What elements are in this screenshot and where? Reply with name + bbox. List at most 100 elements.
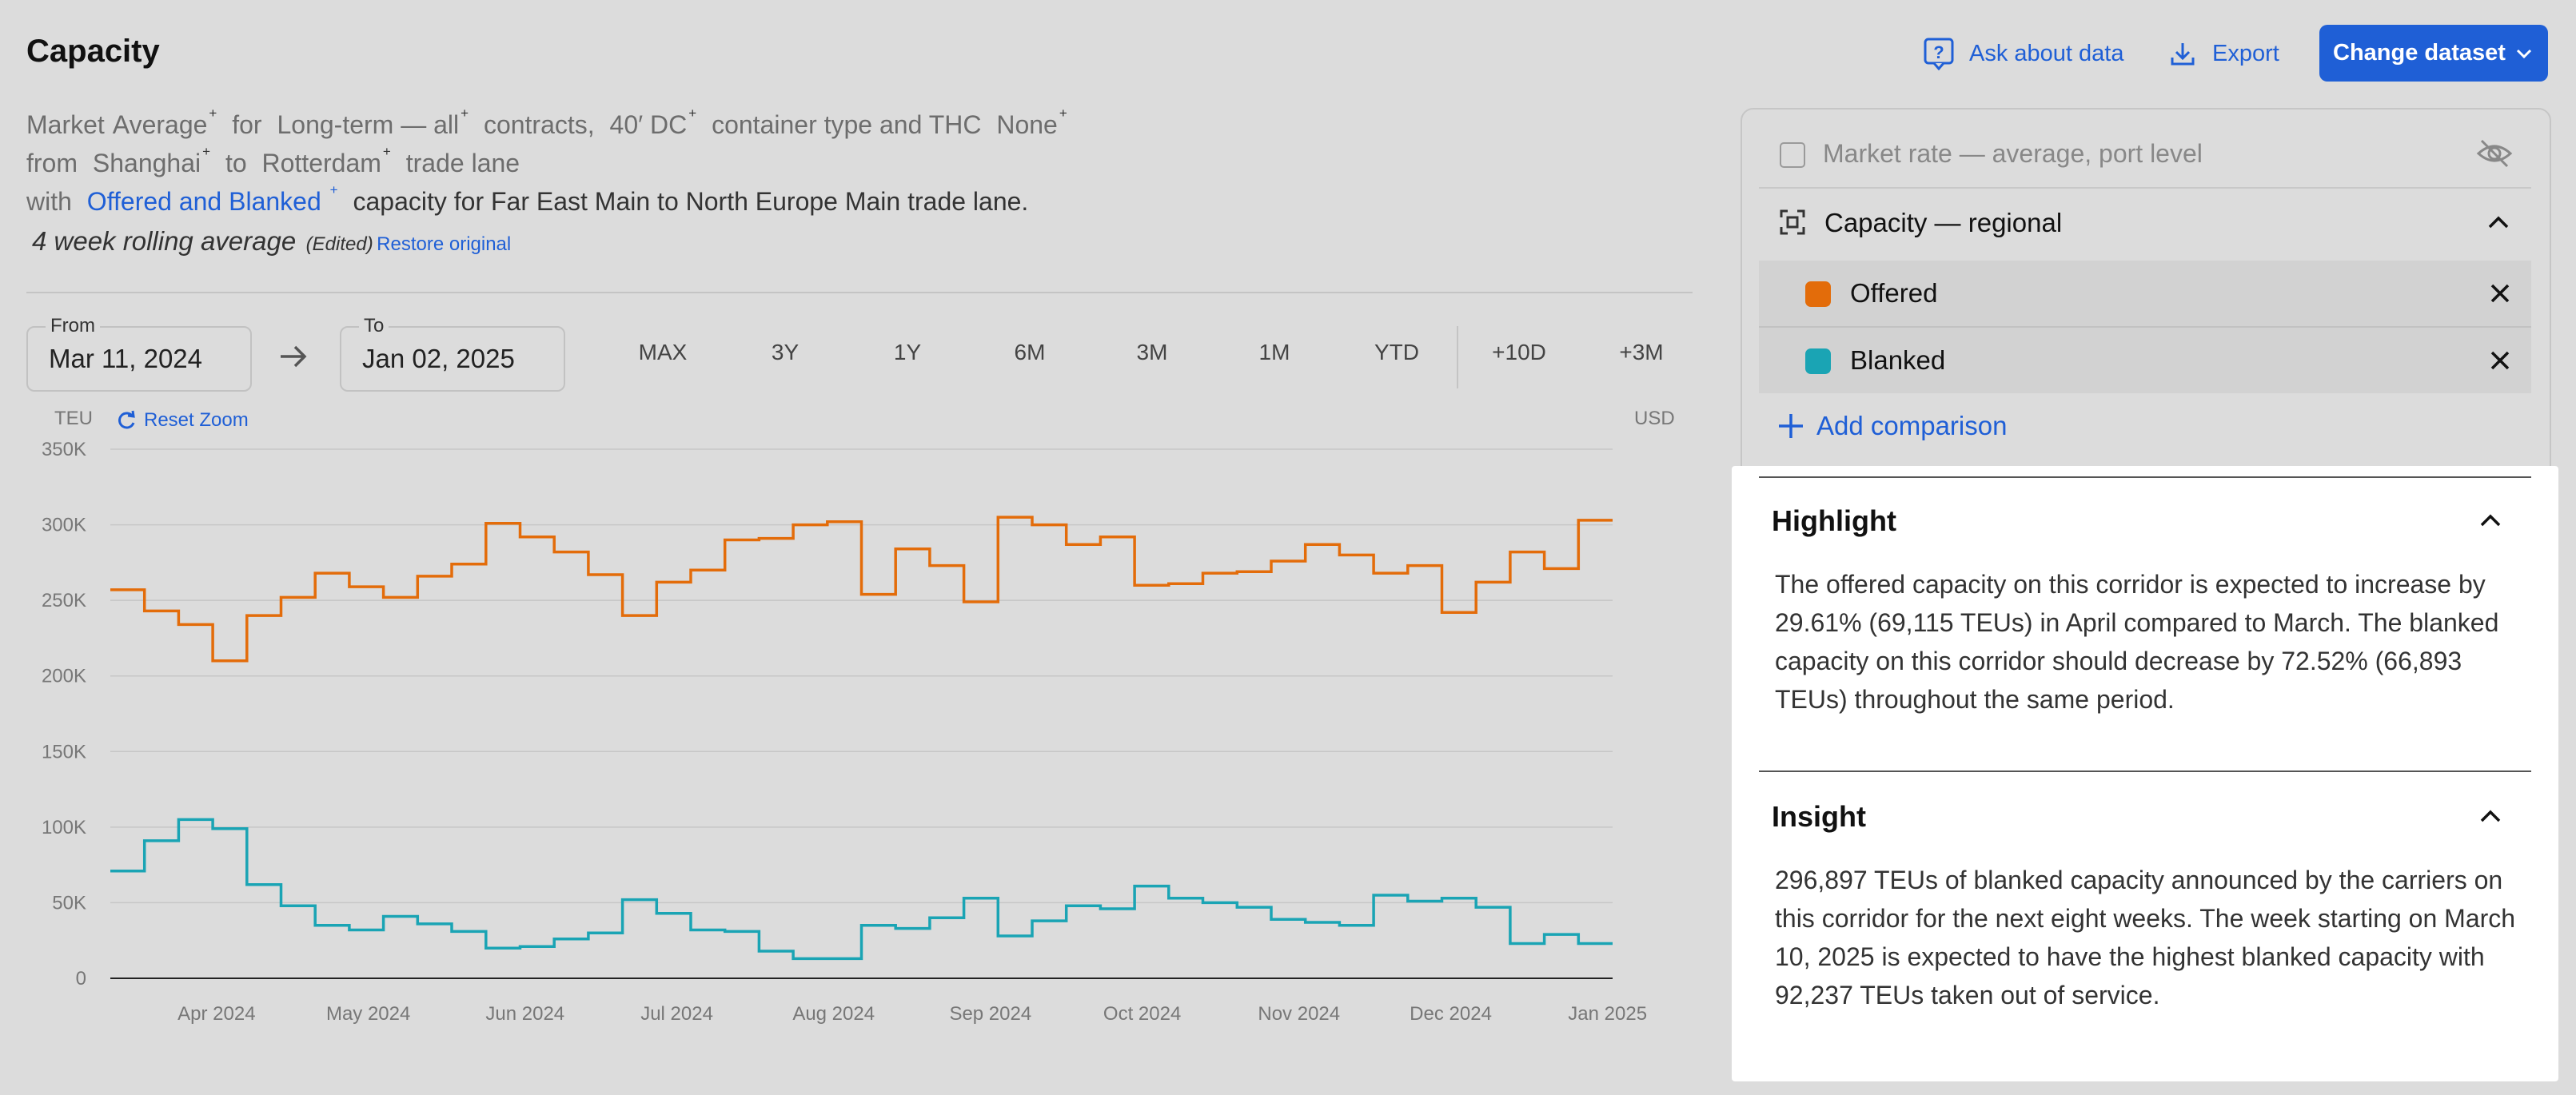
add-comparison-label: Add comparison (1816, 411, 2008, 440)
change-dataset-label: Change dataset (2333, 40, 2506, 66)
x-tick-label: Jul 2024 (640, 1003, 713, 1025)
range-separator (1457, 326, 1458, 388)
edited-label: (Edited) (305, 233, 373, 255)
reset-zoom-button[interactable]: Reset Zoom (115, 409, 249, 432)
insight-header[interactable]: Insight (1772, 800, 2531, 840)
chevron-down-icon (2514, 43, 2534, 64)
remove-blanked-icon[interactable] (2486, 347, 2514, 374)
from-date-caption: From (46, 315, 100, 337)
insight-divider (1759, 770, 2531, 772)
reset-zoom-label: Reset Zoom (144, 409, 249, 431)
x-tick-label: Nov 2024 (1258, 1003, 1340, 1025)
ask-about-data-button[interactable]: ? Ask about data (1923, 35, 2123, 72)
blanked-series-label: Blanked (1850, 345, 1946, 375)
y-tick-label: 350K (42, 439, 86, 460)
to-date-value: Jan 02, 2025 (362, 344, 515, 373)
range-1y-button[interactable]: 1Y (893, 340, 922, 364)
desc-capacity-rest: capacity for Far East Main to North Euro… (353, 187, 1029, 216)
change-dataset-button[interactable]: Change dataset (2319, 25, 2548, 82)
market-rate-label: Market rate — average, port level (1823, 139, 2203, 168)
divider (26, 292, 1693, 293)
x-tick-label: May 2024 (326, 1003, 410, 1025)
chevron-up-icon[interactable] (2477, 803, 2504, 830)
range-6m-button[interactable]: 6M (1014, 340, 1046, 364)
market-rate-checkbox[interactable] (1780, 142, 1805, 168)
chevron-up-icon[interactable] (2477, 508, 2504, 535)
x-tick-label: Jun 2024 (485, 1003, 564, 1025)
y-axis-unit: TEU (54, 408, 93, 429)
desc-average[interactable]: Average + (112, 106, 217, 139)
range-plus10d-button[interactable]: +10D (1492, 340, 1546, 364)
desc-market: Market (26, 110, 105, 139)
desc-capacity-link[interactable]: Offered and Blanked + (86, 182, 338, 216)
description-line-2: from Shanghai + to Rotterdam + trade lane (26, 144, 528, 178)
remove-offered-icon[interactable] (2486, 280, 2514, 307)
x-tick-label: Dec 2024 (1410, 1003, 1492, 1025)
to-date-field[interactable]: To Jan 02, 2025 (340, 315, 565, 392)
desc-thc-none[interactable]: None + (996, 106, 1067, 139)
market-rate-row[interactable]: Market rate — average, port level (1759, 134, 2531, 189)
y-tick-label: 200K (42, 666, 86, 687)
to-date-caption: To (359, 315, 389, 337)
insight-text: 296,897 TEUs of blanked capacity announc… (1775, 866, 2516, 1009)
desc-from: from (26, 149, 78, 177)
range-1m-button[interactable]: 1M (1258, 340, 1290, 364)
rolling-average-row: 4 week rolling average (Edited) Restore … (32, 226, 511, 257)
desc-container[interactable]: 40′ DC + (609, 106, 697, 139)
svg-text:?: ? (1933, 42, 1944, 62)
highlight-text: The offered capacity on this corridor is… (1775, 570, 2499, 714)
y-tick-label: 150K (42, 741, 86, 763)
refresh-icon (115, 409, 138, 432)
from-date-value: Mar 11, 2024 (49, 344, 203, 373)
range-plus3m-button[interactable]: +3M (1619, 340, 1664, 364)
desc-container-type: container type and THC (712, 110, 982, 139)
plus-icon (1776, 412, 1805, 440)
download-icon (2169, 40, 2196, 67)
restore-original-link[interactable]: Restore original (377, 233, 512, 255)
capacity-chart[interactable]: 0 50K 100K 150K 200K 250K 300K 350K Apr 2024 May … (0, 424, 1703, 1047)
export-button[interactable]: Export (2169, 35, 2279, 72)
series-line-offered (110, 516, 1613, 663)
chevron-up-icon[interactable] (2485, 209, 2512, 237)
grid-icon (1778, 208, 1807, 237)
range-ytd-button[interactable]: YTD (1374, 340, 1419, 364)
y2-axis-unit: USD (1634, 408, 1675, 429)
range-max-button[interactable]: MAX (638, 340, 688, 364)
blanked-series-row[interactable]: Blanked (1759, 328, 2531, 393)
row-divider (1759, 187, 2531, 189)
offered-series-row[interactable]: Offered (1759, 261, 2531, 326)
y-tick-label: 0 (76, 968, 86, 989)
y-tick-label: 300K (42, 515, 86, 536)
desc-for: for (232, 110, 262, 139)
highlight-divider (1759, 476, 2531, 478)
desc-longterm[interactable]: Long-term — all + (277, 106, 469, 139)
y-tick-label: 50K (52, 892, 86, 914)
desc-to: to (225, 149, 247, 177)
offered-series-label: Offered (1850, 278, 1938, 308)
description-line-1: Market Average + for Long-term — all + cont… (26, 106, 1075, 140)
rolling-average-label: 4 week rolling average (32, 226, 297, 256)
series-line-blanked (110, 818, 1613, 961)
capacity-regional-label: Capacity — regional (1824, 208, 2063, 237)
desc-shanghai[interactable]: Shanghai + (92, 144, 211, 177)
capacity-regional-row[interactable]: Capacity — regional (1759, 189, 2531, 261)
x-tick-label: Sep 2024 (949, 1003, 1031, 1025)
add-comparison-button[interactable]: Add comparison (1776, 411, 2007, 441)
highlight-header[interactable]: Highlight (1772, 504, 2531, 544)
x-tick-label: Jan 2025 (1568, 1003, 1647, 1025)
insight-title: Insight (1772, 800, 1866, 833)
y-tick-label: 250K (42, 590, 86, 611)
page-title: Capacity (26, 34, 160, 69)
from-date-field[interactable]: From Mar 11, 2024 (26, 315, 252, 392)
blanked-swatch (1805, 348, 1831, 374)
row-divider (1759, 326, 2531, 328)
desc-rotterdam[interactable]: Rotterdam + (261, 144, 391, 177)
range-3y-button[interactable]: 3Y (771, 340, 800, 364)
insights-card: Highlight The offered capacity on this c… (1732, 466, 2558, 1081)
desc-trade-lane: trade lane (405, 149, 520, 177)
desc-with: with (26, 187, 72, 216)
eye-off-icon[interactable] (2475, 134, 2514, 173)
x-tick-label: Aug 2024 (792, 1003, 875, 1025)
range-3m-button[interactable]: 3M (1136, 340, 1168, 364)
question-icon: ? (1923, 37, 1955, 71)
